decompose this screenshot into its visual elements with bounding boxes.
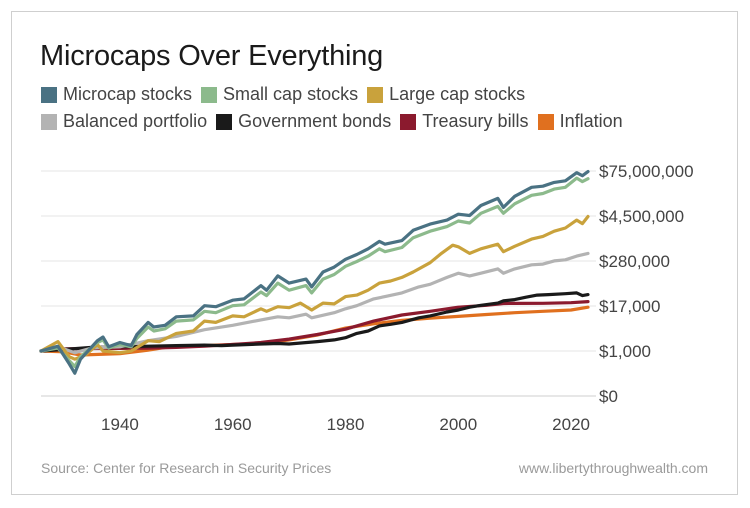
legend-swatch-govbonds [216, 113, 233, 130]
legend-label-tbills: Treasury bills [422, 111, 529, 131]
legend-swatch-tbills [400, 113, 417, 130]
legend-item-balanced: Balanced portfolio [41, 111, 207, 132]
legend-item-largecap: Large cap stocks [367, 84, 525, 105]
y-tick-label-4: $4,500,000 [599, 207, 684, 226]
legend-label-balanced: Balanced portfolio [63, 111, 208, 131]
x-tick-label-4: 2020 [552, 415, 590, 434]
legend-swatch-balanced [41, 113, 57, 130]
x-tick-label-2: 1980 [327, 415, 365, 434]
series-line-small-cap-stocks [39, 176, 590, 369]
legend-swatch-largecap [367, 86, 384, 103]
series-line-large-cap-stocks [39, 214, 590, 361]
legend-swatch-inflation [537, 113, 554, 130]
legend-swatch-smallcap [201, 86, 218, 103]
legend-item-govbonds: Government bonds [216, 111, 391, 132]
legend-item-tbills: Treasury bills [400, 111, 529, 132]
legend-row-2: Balanced portfolio Government bonds Trea… [41, 111, 632, 132]
legend-item-microcap: Microcap stocks [41, 84, 192, 105]
legend-swatch-microcap [41, 86, 57, 103]
x-tick-label-1: 1960 [214, 415, 252, 434]
y-tick-label-2: $17,000 [599, 297, 660, 316]
x-tick-label-3: 2000 [439, 415, 477, 434]
x-tick-label-0: 1940 [101, 415, 139, 434]
series-line-microcap-stocks [39, 170, 590, 375]
legend-label-largecap: Large cap stocks [389, 84, 526, 104]
legend-item-inflation: Inflation [537, 111, 623, 132]
y-tick-label-5: $75,000,000 [599, 162, 694, 181]
y-tick-label-1: $1,000 [599, 342, 651, 361]
site-url: www.libertythroughwealth.com [518, 460, 708, 476]
legend-label-smallcap: Small cap stocks [223, 84, 359, 104]
legend-row-1: Microcap stocks Small cap stocks Large c… [41, 84, 534, 105]
legend-item-smallcap: Small cap stocks [201, 84, 358, 105]
legend-label-microcap: Microcap stocks [63, 84, 193, 104]
chart-title: Microcaps Over Everything [40, 40, 384, 72]
legend-label-govbonds: Government bonds [238, 111, 392, 131]
y-tick-label-0: $0 [599, 387, 618, 406]
legend-label-inflation: Inflation [559, 111, 623, 131]
y-tick-label-3: $280,000 [599, 252, 670, 271]
source-note: Source: Center for Research in Security … [41, 460, 332, 476]
series-line-government-bonds [39, 291, 590, 353]
